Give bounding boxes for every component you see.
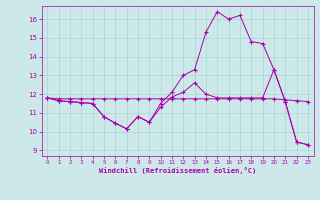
X-axis label: Windchill (Refroidissement éolien,°C): Windchill (Refroidissement éolien,°C) bbox=[99, 167, 256, 174]
